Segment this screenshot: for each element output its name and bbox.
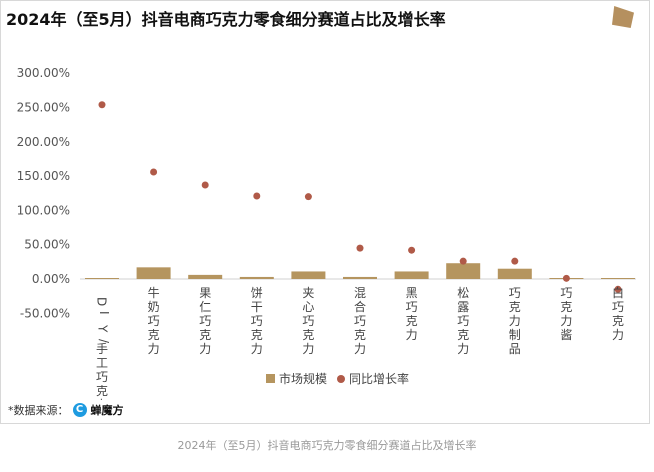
x-tick-label: 巧克力制品	[509, 286, 521, 356]
y-tick-label: 150.00%	[17, 169, 70, 183]
x-tick-label: 黑巧克力	[406, 286, 418, 342]
bar-5	[343, 276, 377, 279]
x-tick-label: 混合巧克力	[354, 286, 366, 356]
bar-8	[497, 268, 532, 279]
bar-2	[188, 274, 223, 279]
dot-4	[304, 193, 312, 201]
x-tick-label: DIY/手工巧克力	[94, 297, 111, 400]
dot-7	[459, 257, 467, 265]
dot-10	[614, 285, 622, 293]
legend-dot-swatch	[337, 375, 345, 383]
dot-2	[201, 181, 209, 189]
source-label: *数据来源：	[8, 404, 69, 417]
dot-5	[356, 244, 364, 252]
x-tick-label: 牛奶巧克力	[148, 285, 160, 356]
bar-7	[446, 263, 481, 279]
legend-bar-swatch	[266, 374, 275, 383]
x-tick-label: 夹心巧克力	[302, 286, 314, 356]
y-tick-label: 0.00%	[32, 272, 70, 286]
x-tick-label: 白巧克力	[612, 285, 624, 342]
chart-title: 2024年（至5月）抖音电商巧克力零食细分赛道占比及增长率	[6, 10, 446, 29]
chanmama-logo-icon: C	[72, 403, 87, 417]
bar-6	[394, 271, 429, 279]
y-tick-label: 100.00%	[17, 203, 70, 217]
y-tick-label: -50.00%	[20, 306, 70, 320]
x-tick-label: 松露巧克力	[457, 286, 469, 356]
bar-10	[601, 278, 635, 279]
dot-8	[511, 257, 519, 265]
x-tick-label: 饼干巧克力	[251, 286, 263, 356]
y-tick-label: 50.00%	[24, 238, 70, 252]
y-tick-label: 250.00%	[17, 101, 70, 115]
y-tick-label: 300.00%	[17, 66, 70, 80]
data-source: *数据来源： C 蝉魔方	[8, 402, 124, 418]
dot-0	[98, 101, 106, 109]
chart-frame	[0, 0, 650, 424]
y-tick-label: 200.00%	[17, 135, 70, 149]
legend-bar-label: 市场规模	[279, 371, 327, 386]
x-tick-label: 巧克力酱	[560, 286, 572, 342]
dot-3	[253, 192, 261, 200]
brand-logo	[612, 6, 634, 28]
dot-1	[150, 168, 158, 176]
bar-3	[239, 276, 274, 279]
bar-4	[291, 271, 326, 279]
dot-6	[408, 246, 416, 254]
legend-dot-label: 同比增长率	[349, 371, 409, 386]
bar-1	[136, 267, 171, 279]
source-name: 蝉魔方	[90, 404, 124, 417]
chart-plot: -50.00% 0.00% 50.00% 100.00% 150.00% 200.00% 2…	[17, 66, 636, 400]
caption: 2024年（至5月）抖音电商巧克力零食细分赛道占比及增长率	[177, 439, 477, 452]
bar-0	[85, 278, 119, 279]
x-tick-label: 果仁巧克力	[199, 286, 211, 356]
dot-9	[562, 274, 570, 282]
